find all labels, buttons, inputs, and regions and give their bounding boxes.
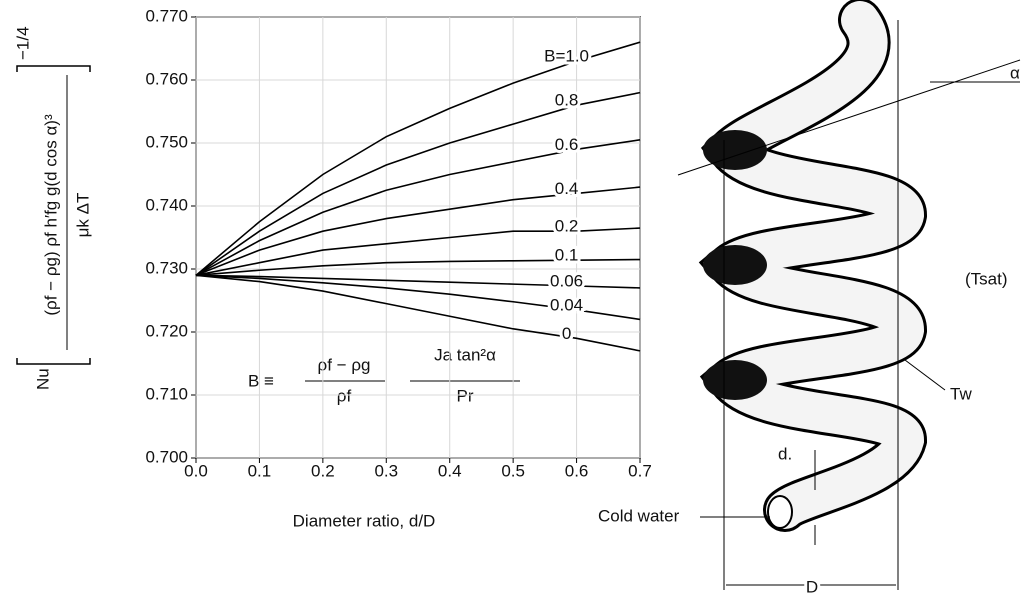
x-tick-label: 0.7	[628, 461, 652, 480]
series-label: 0.2	[555, 217, 579, 236]
plot-frame	[195, 16, 641, 459]
series-line	[195, 227, 641, 277]
tw-label: Tw	[950, 384, 972, 403]
series-label: 0.6	[555, 135, 579, 154]
x-tick-label: 0.3	[374, 461, 398, 480]
frac2-bottom: Pr	[457, 386, 474, 405]
coil-shadow	[703, 130, 767, 170]
y-tick-label: 0.710	[145, 384, 188, 403]
brackets	[16, 65, 91, 365]
series-line	[195, 274, 641, 289]
cold-water-label: Cold water	[598, 506, 680, 525]
y-tick-label: 0.740	[145, 195, 188, 214]
series-label: 0.1	[555, 246, 579, 265]
y-label-denominator: μk ΔT	[73, 193, 92, 238]
y-tick-label: 0.720	[145, 321, 188, 340]
d-big-label: D	[806, 577, 818, 596]
x-tick-label: 0.1	[248, 461, 272, 480]
series-line	[195, 258, 641, 277]
x-tick-label: 0.5	[501, 461, 525, 480]
x-tick-label: 0.2	[311, 461, 335, 480]
series-label: B=1.0	[544, 47, 589, 66]
b-lhs: B ≡	[248, 371, 274, 390]
coil-shadow	[703, 360, 767, 400]
series-label: 0.06	[550, 271, 583, 290]
series-label: 0.04	[550, 295, 583, 314]
tube-end	[767, 495, 793, 529]
angle-label: α	[1010, 63, 1020, 82]
series-line	[195, 274, 641, 321]
x-axis-label: Diameter ratio, d/D	[293, 511, 436, 530]
x-tick-label: 0.6	[565, 461, 589, 480]
series-line	[195, 186, 641, 277]
frac2-top: Ja tan²α	[434, 345, 496, 364]
series-label: 0	[562, 324, 571, 343]
series-label: 0.8	[555, 91, 579, 110]
y-axis-label: Nu (ρf − ρg) ρf h′fg g(d cos α)³ μk ΔT −…	[13, 26, 92, 390]
x-tick-label: 0.4	[438, 461, 462, 480]
tsat-label: (Tsat)	[965, 269, 1008, 288]
y-tick-label: 0.730	[145, 258, 188, 277]
y-label-prefix: Nu	[33, 368, 52, 390]
series-line	[195, 139, 641, 277]
y-label-numerator: (ρf − ρg) ρf h′fg g(d cos α)³	[41, 114, 60, 316]
tw-leader	[904, 359, 946, 391]
series-line	[195, 274, 641, 352]
frac1-bottom: ρf	[337, 386, 352, 405]
y-tick-label: 0.700	[145, 447, 188, 466]
frac1-top: ρf − ρg	[318, 355, 371, 374]
series-line	[195, 91, 641, 276]
coil-shadow	[703, 245, 767, 285]
helix-diagram: (Tsat) Tw d. Cold water D α	[598, 0, 1021, 599]
series-label: 0.4	[555, 179, 579, 198]
b-definition: B ≡ ρf − ρg ρf Ja tan²α Pr	[248, 345, 520, 405]
series-line	[195, 41, 641, 276]
x-tick-label: 0.0	[184, 461, 208, 480]
d-small-label: d.	[778, 444, 792, 463]
y-label-exponent: −1/4	[13, 26, 32, 60]
y-tick-label: 0.770	[145, 6, 188, 25]
y-tick-label: 0.760	[145, 69, 188, 88]
tilt-line	[677, 59, 1021, 176]
y-tick-label: 0.750	[145, 132, 188, 151]
